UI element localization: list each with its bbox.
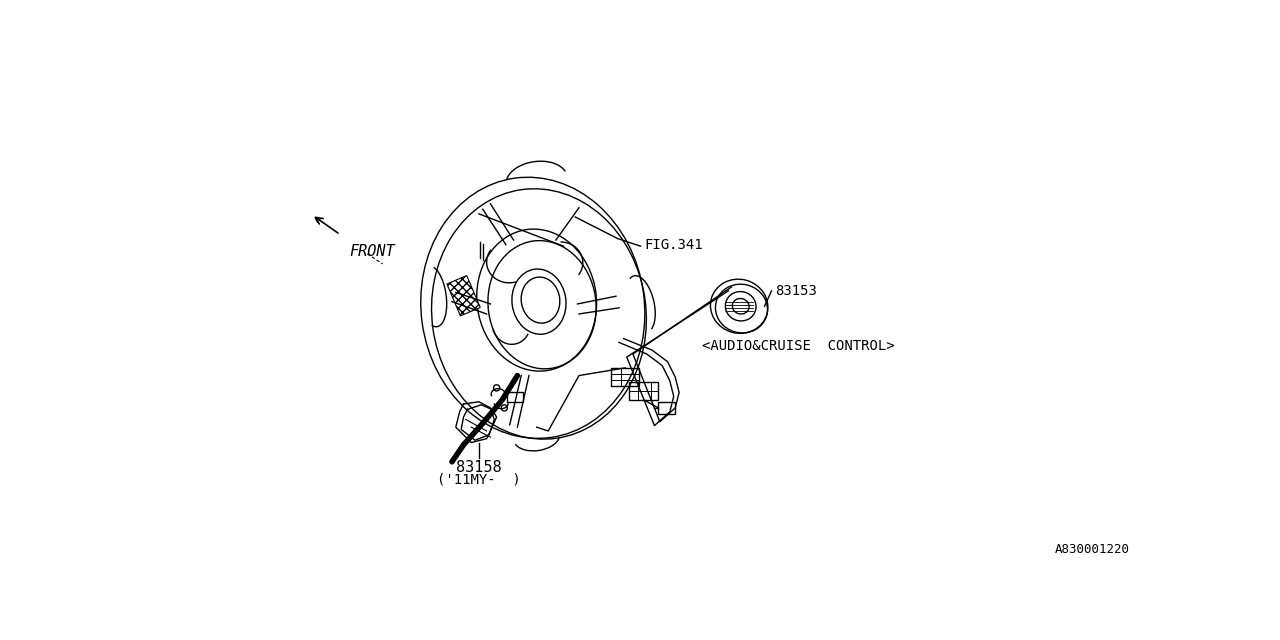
Text: FIG.341: FIG.341 [644,237,703,252]
Bar [658,402,676,414]
Text: FRONT: FRONT [349,244,396,259]
Text: <AUDIO&CRUISE  CONTROL>: <AUDIO&CRUISE CONTROL> [703,339,895,353]
Bar [447,276,480,316]
Bar [507,392,522,402]
Bar [612,368,639,387]
Text: 83158: 83158 [456,460,502,476]
Text: A830001220: A830001220 [1055,543,1129,556]
Text: 83153: 83153 [776,284,817,298]
Bar [628,381,658,400]
Text: ('11MY-  ): ('11MY- ) [436,472,521,486]
